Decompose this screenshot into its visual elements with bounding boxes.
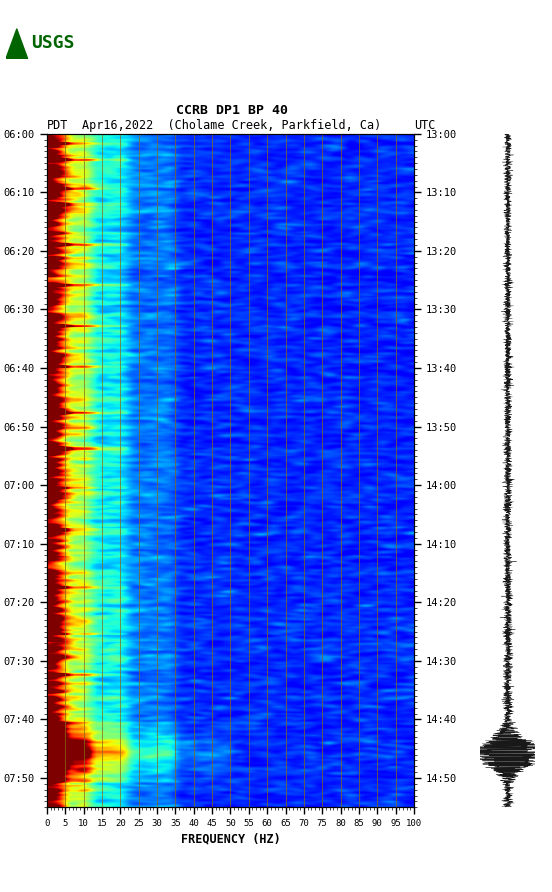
Text: CCRB DP1 BP 40: CCRB DP1 BP 40 bbox=[176, 104, 288, 117]
Text: Apr16,2022  (Cholame Creek, Parkfield, Ca): Apr16,2022 (Cholame Creek, Parkfield, Ca… bbox=[82, 120, 381, 132]
Text: USGS: USGS bbox=[31, 34, 74, 53]
X-axis label: FREQUENCY (HZ): FREQUENCY (HZ) bbox=[181, 832, 280, 846]
Text: PDT: PDT bbox=[47, 120, 68, 132]
Text: UTC: UTC bbox=[414, 120, 436, 132]
